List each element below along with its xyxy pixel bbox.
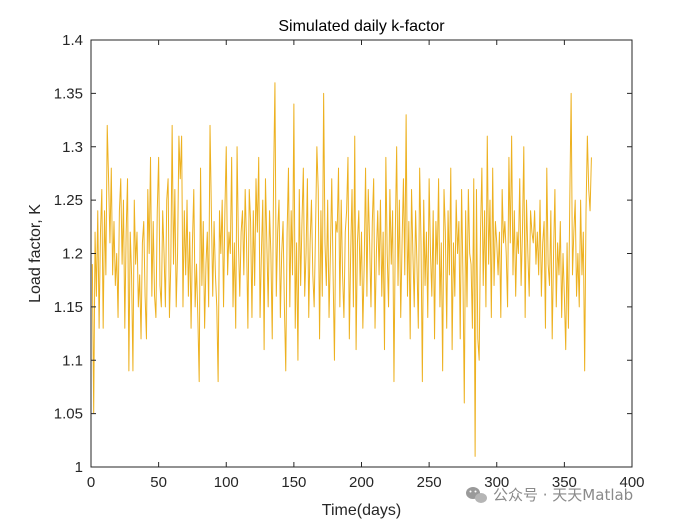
y-tick-label: 1.1 [62,352,83,369]
y-tick-label: 1.15 [54,299,83,316]
y-tick-label: 1 [75,459,83,476]
watermark: 公众号 · 天天Matlab [466,486,633,504]
x-tick-label: 100 [214,474,239,491]
x-tick-label: 300 [484,474,509,491]
x-axis-label: Time(days) [322,502,401,519]
x-ticks: 0 50 100 150 200 250 300 350 400 [87,40,645,491]
series-layer [91,82,592,457]
y-ticks: 1 1.05 1.1 1.15 1.2 1.25 1.3 1.35 1.4 [54,32,632,476]
x-tick-label: 50 [150,474,167,491]
y-axis-label: Load factor, K [27,204,44,303]
x-tick-label: 200 [349,474,374,491]
wechat-icon [466,487,487,503]
chart-title: Simulated daily k-factor [278,18,445,35]
series-line-1 [91,82,592,457]
x-tick-label: 0 [87,474,95,491]
y-tick-label: 1.2 [62,246,83,263]
x-tick-label: 150 [281,474,306,491]
x-tick-label: 350 [552,474,577,491]
y-tick-label: 1.35 [54,85,83,102]
y-tick-label: 1.3 [62,139,83,156]
y-tick-label: 1.05 [54,406,83,423]
y-tick-label: 1.25 [54,192,83,209]
y-tick-label: 1.4 [62,32,83,49]
x-tick-label: 250 [417,474,442,491]
x-tick-label: 400 [619,474,644,491]
watermark-text: 公众号 · 天天Matlab [493,486,633,504]
